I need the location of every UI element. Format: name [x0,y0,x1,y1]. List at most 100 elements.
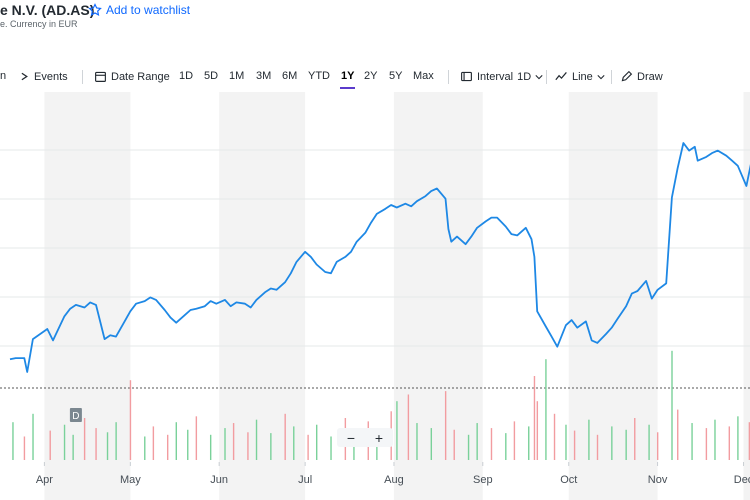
range-2y[interactable]: 2Y [364,70,378,82]
volume-bar [232,423,235,460]
volume-bar [83,418,86,460]
volume-bar [453,429,455,460]
volume-bar [224,428,226,460]
add-to-watchlist-button[interactable]: Add to watchlist [88,3,190,17]
range-5d[interactable]: 5D [204,70,219,82]
page-title: e N.V. (AD.AS) [0,2,95,18]
volume-bar [63,424,66,460]
volume-bar [284,413,286,460]
volume-bar [528,426,530,460]
volume-bar [533,376,536,460]
volume-bar [648,424,650,460]
range-1d[interactable]: 1D [179,70,194,82]
volume-bar [553,413,556,460]
chart-type-dropdown[interactable]: Line [555,70,605,83]
volume-bar [416,423,418,460]
range-ytd[interactable]: YTD [308,70,330,82]
star-icon [88,3,102,16]
volume-bar [23,436,26,460]
volume-bar [175,422,177,460]
volume-bar [195,416,198,460]
volume-bar [573,430,576,460]
chart-toolbar: n Events Date Range 1D 5D 1M 3M 6M YTD 1… [0,62,750,92]
volume-bar [728,426,731,460]
volume-bar [611,426,613,460]
volume-bar [513,421,516,460]
interval-dropdown[interactable]: Interval 1D [460,70,543,83]
toolbar-divider [546,70,547,84]
calendar-icon [95,71,106,82]
volume-bar [12,422,14,460]
date-range-button[interactable]: Date Range [94,70,170,83]
volume-bar [152,426,155,460]
zoom-controls: − + [337,428,393,447]
range-1y[interactable]: 1Y [339,70,356,89]
volume-bar [748,422,750,460]
volume-bar [634,418,636,460]
volume-bar [476,423,478,460]
toolbar-divider [448,70,449,84]
volume-bar [536,401,539,460]
volume-bar [505,433,507,460]
range-3m[interactable]: 3M [256,70,272,82]
volume-bar [106,432,109,460]
x-tick-label: Sep [473,474,493,486]
chevron-down-icon [597,74,605,79]
volume-bar [691,423,693,460]
range-max[interactable]: Max [413,70,434,82]
line-chart-icon [555,72,567,81]
range-1m[interactable]: 1M [229,70,245,82]
range-5y[interactable]: 5Y [389,70,403,82]
volume-bar [490,428,493,460]
volume-bar [565,424,567,460]
range-6m[interactable]: 6M [282,70,298,82]
volume-bar [596,434,599,460]
x-tick-label: Jun [210,474,228,486]
x-tick-label: Jul [298,474,312,486]
x-tick-label: Nov [648,474,668,486]
volume-bar [129,380,132,460]
volume-bar [444,391,447,460]
month-band [743,92,750,500]
volume-bar [545,359,547,460]
volume-bar [625,429,627,460]
volume-bar [270,433,272,460]
volume-bar [315,424,318,460]
volume-bar [705,428,708,460]
dividend-marker[interactable]: D [69,408,82,422]
dividend-label: D [72,411,79,422]
chevron-down-icon [535,74,543,79]
volume-bar [677,409,679,460]
volume-bar [187,429,189,460]
volume-bar [144,436,146,460]
x-tick-label: May [120,474,141,486]
interval-icon [461,71,472,82]
zoom-in-button[interactable]: + [374,429,384,446]
volume-bar [396,401,398,460]
volume-bar [209,434,212,460]
volume-bar [166,434,169,460]
month-band [44,92,131,500]
volume-bar [588,419,590,460]
volume-bar [656,432,659,460]
volume-bar [467,434,470,460]
currency-note: e. Currency in EUR [0,19,78,29]
toolbar-partial-item[interactable]: n [0,70,7,82]
volume-bar [72,434,74,460]
events-button[interactable]: Events [17,70,68,83]
volume-bar [115,422,117,460]
volume-bar [32,413,34,460]
volume-bar [49,430,51,460]
month-band [568,92,658,500]
x-tick-label: Oct [560,474,577,486]
zoom-out-button[interactable]: − [346,429,356,446]
volume-bar [330,436,332,460]
pencil-icon [621,70,633,82]
price-line[interactable] [9,142,750,373]
volume-bar [293,426,295,460]
volume-bar [95,428,97,460]
toolbar-divider [611,70,612,84]
draw-button[interactable]: Draw [620,70,663,83]
volume-bar [714,419,716,460]
